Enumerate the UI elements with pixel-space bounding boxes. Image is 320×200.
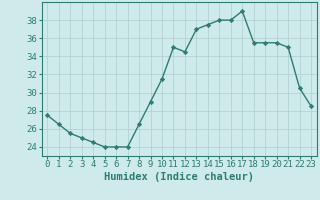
X-axis label: Humidex (Indice chaleur): Humidex (Indice chaleur): [104, 172, 254, 182]
